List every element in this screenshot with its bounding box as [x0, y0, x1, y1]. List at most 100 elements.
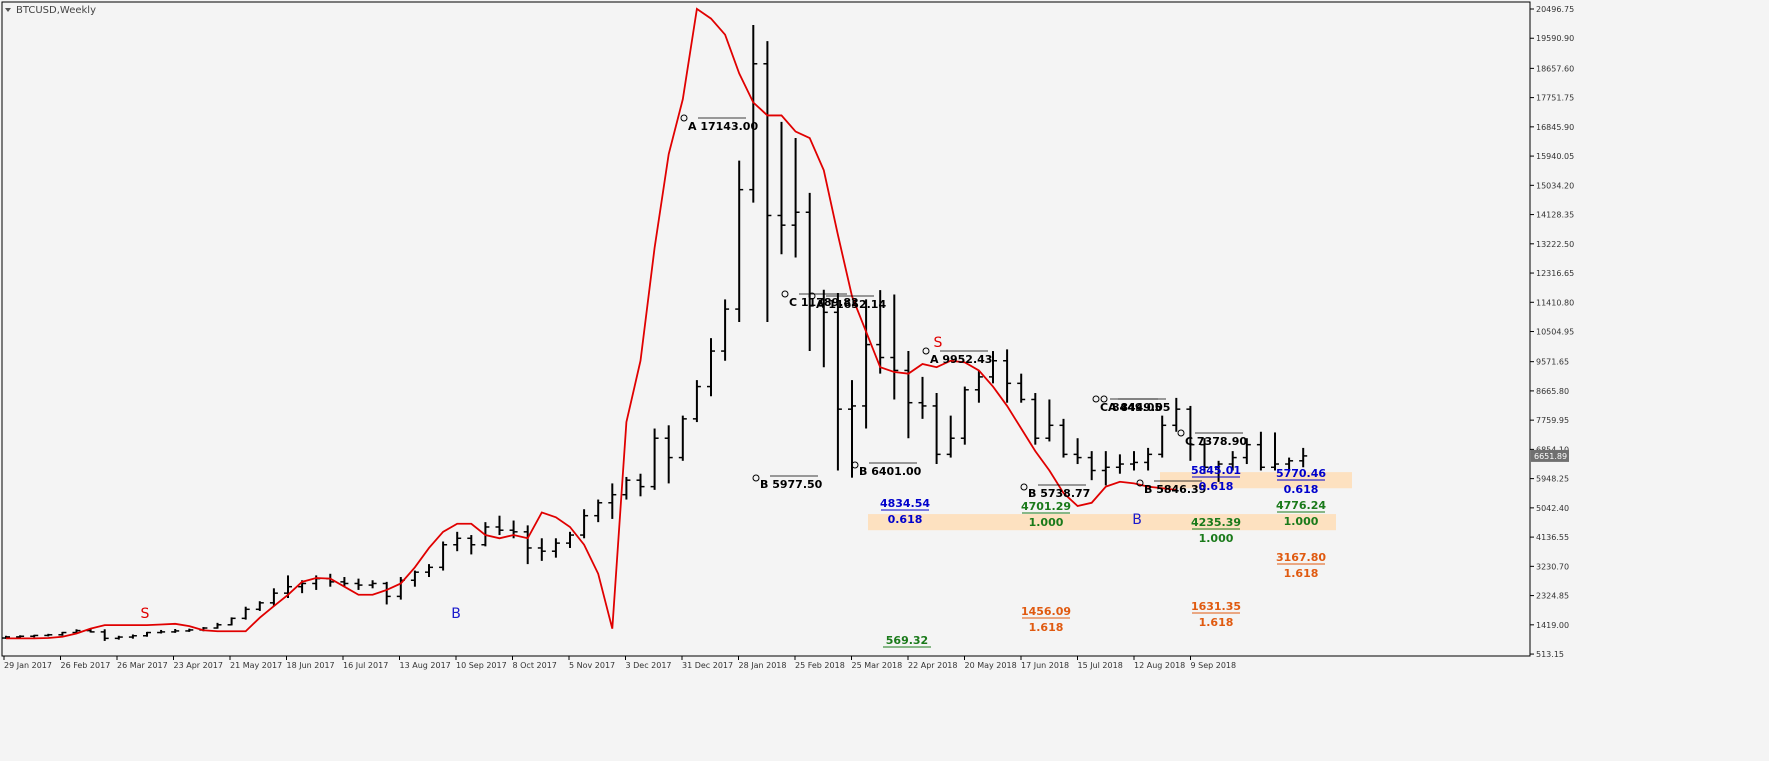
ohlc-bar: [749, 25, 758, 203]
pivot-marker: [851, 461, 859, 469]
time-tick-label: 15 Jul 2018: [1078, 661, 1123, 670]
time-tick-label: 23 Apr 2017: [174, 661, 223, 670]
ohlc-bar: [1003, 349, 1012, 403]
fib-zones: [868, 472, 1352, 531]
price-tick-label: 513.15: [1536, 650, 1564, 659]
ohlc-bar: [523, 525, 532, 565]
fib-ratio: 1.618: [1029, 621, 1064, 634]
ohlc-bar: [735, 160, 744, 323]
price-tick-label: 15034.20: [1536, 181, 1574, 190]
fib-ratio: 0.618: [1284, 483, 1319, 496]
time-tick-label: 26 Feb 2017: [61, 661, 111, 670]
ohlc-bar: [143, 631, 151, 637]
pivot-text: B 5977.50: [760, 478, 823, 491]
ohlc-bar: [1214, 460, 1223, 482]
fib-level: 569.32: [883, 634, 931, 648]
ohlc-bar: [58, 631, 67, 636]
time-tick-label: 29 Jan 2017: [4, 661, 52, 670]
ohlc-bar: [791, 138, 800, 258]
signal-marker: B: [1132, 512, 1142, 528]
fib-zone-band: [868, 514, 1336, 531]
price-tick-label: 14128.35: [1536, 211, 1574, 220]
ohlc-bar: [537, 538, 546, 561]
price-tick-label: 8665.80: [1536, 387, 1569, 396]
ohlc-bar: [1186, 405, 1195, 461]
pivot-text: C 7378.90: [1185, 435, 1247, 448]
fib-value: 5770.46: [1276, 467, 1326, 480]
price-tick-label: 13222.50: [1536, 240, 1574, 249]
time-tick-label: 16 Jul 2017: [343, 661, 388, 670]
price-tick-label: 18657.60: [1536, 64, 1574, 73]
pivot-label: B 6401.00: [851, 461, 922, 478]
pivot-label: B 5977.50: [752, 474, 823, 491]
ohlc-bar: [1045, 399, 1054, 442]
pivot-text: A 17143.00: [688, 120, 758, 133]
pivot-marker: [1092, 395, 1100, 403]
pivot-text: C 8449.05: [1100, 401, 1162, 414]
ohlc-bar: [664, 425, 673, 484]
ohlc-bar: [974, 370, 983, 403]
ohlc-bar: [1285, 457, 1294, 471]
pivot-marker: [680, 114, 688, 122]
pivot-marker: [781, 290, 789, 298]
fib-value: 4701.29: [1021, 500, 1071, 513]
pivot-label: B 5846.39: [1136, 479, 1206, 496]
ohlc-bar: [918, 376, 927, 419]
fib-value: 4235.39: [1191, 516, 1241, 529]
time-tick-label: 26 Mar 2017: [117, 661, 168, 670]
time-tick-label: 10 Sep 2017: [456, 661, 507, 670]
ohlc-bar: [1256, 431, 1265, 471]
pivot-text: B 5738.77: [1028, 487, 1090, 500]
fib-level: 3167.80 1.618: [1276, 551, 1326, 580]
fib-level: 4235.39 1.000: [1191, 516, 1241, 545]
pivot-marker: [1177, 429, 1185, 437]
price-tick-label: 5042.40: [1536, 504, 1569, 513]
title-group: BTCUSD,Weekly: [5, 5, 96, 16]
time-tick-label: 21 May 2017: [230, 661, 282, 670]
fib-zone-band: [1160, 472, 1352, 489]
time-tick-label: 20 May 2018: [965, 661, 1017, 670]
ohlc-bar: [157, 629, 166, 634]
price-bars: [2, 25, 1308, 641]
current-price-label: 6651.89: [1534, 452, 1567, 461]
ohlc-bar: [1242, 438, 1251, 465]
ohlc-bar: [650, 428, 659, 490]
price-tick-label: 10504.95: [1536, 328, 1574, 337]
pivot-text: A 9952.43: [930, 353, 992, 366]
fib-level: 4776.24 1.000: [1276, 499, 1326, 528]
ohlc-bar: [904, 351, 913, 439]
ohlc-bar: [707, 338, 715, 397]
time-tick-label: 31 Dec 2017: [682, 661, 733, 670]
ohlc-bar: [1200, 438, 1209, 474]
ohlc-bar: [453, 531, 462, 552]
ohlc-bar: [848, 380, 856, 478]
ohlc-bar: [946, 415, 955, 458]
ohlc-bar: [241, 606, 250, 620]
ohlc-bar: [439, 541, 448, 571]
ohlc-bar: [410, 570, 419, 587]
ohlc-bar: [960, 386, 969, 445]
signal-markers: S B S B: [141, 335, 1142, 622]
pivot-marker: [1136, 479, 1144, 487]
time-tick-label: 13 Aug 2017: [400, 661, 451, 670]
ohlc-bar: [692, 380, 701, 423]
time-tick-label: 28 Jan 2018: [739, 661, 787, 670]
chevron-down-icon[interactable]: [5, 8, 11, 12]
ohlc-bar: [382, 581, 391, 605]
fib-ratio: 1.000: [1029, 516, 1064, 529]
fib-value: 4776.24: [1276, 499, 1326, 512]
ohlc-bar: [1299, 447, 1308, 468]
price-tick-label: 12316.65: [1536, 269, 1574, 278]
time-tick-label: 22 Apr 2018: [908, 661, 957, 670]
fib-ratio: 0.618: [1199, 480, 1234, 493]
ohlc-bar: [763, 41, 772, 323]
ohlc-bar: [425, 564, 433, 578]
ohlc-bar: [30, 634, 39, 638]
pivot-label: A 11652.14: [808, 292, 886, 311]
fib-value: 569.32: [886, 634, 928, 647]
fib-level: 1456.09 1.618: [1021, 605, 1071, 634]
ohlc-bar: [805, 192, 814, 352]
price-tick-label: 20496.75: [1536, 5, 1574, 14]
